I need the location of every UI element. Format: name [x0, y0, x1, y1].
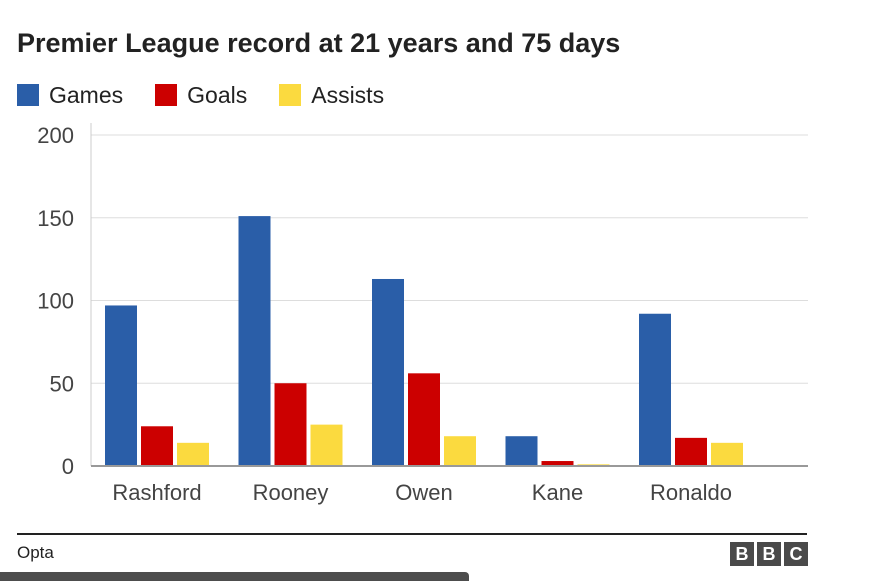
bar-goals	[675, 437, 707, 466]
legend-swatch-games	[17, 84, 39, 106]
y-tick-label: 50	[50, 371, 74, 396]
x-tick-label: Ronaldo	[650, 480, 732, 505]
y-tick-label: 150	[37, 206, 74, 231]
bar-assists	[444, 436, 476, 466]
bar-goals	[408, 373, 440, 466]
source-text: Opta	[17, 543, 54, 562]
bar-assists	[711, 442, 743, 466]
footer-divider	[17, 533, 807, 535]
bar-goals	[274, 383, 307, 466]
y-tick-label: 200	[37, 123, 74, 148]
legend-item-goals: Goals	[155, 82, 247, 109]
bbc-logo-letter: B	[757, 542, 781, 566]
x-tick-label: Kane	[532, 480, 583, 505]
x-tick-label: Rooney	[253, 480, 329, 505]
bar-games	[505, 436, 538, 466]
legend-label-games: Games	[49, 81, 124, 108]
legend-item-assists: Assists	[279, 82, 384, 109]
legend: Games Goals Assists	[17, 82, 416, 108]
bbc-logo-letter: B	[730, 542, 754, 566]
legend-swatch-goals	[155, 84, 178, 106]
legend-label-assists: Assists	[311, 81, 385, 108]
bar-games	[372, 278, 404, 466]
y-tick-label: 100	[37, 289, 74, 314]
x-tick-label: Rashford	[112, 480, 201, 505]
chart-title: Premier League record at 21 years and 75…	[17, 28, 621, 58]
legend-label-goals: Goals	[187, 81, 248, 108]
bar-games	[639, 313, 671, 466]
bar-games	[238, 216, 271, 466]
legend-swatch-assists	[279, 84, 302, 106]
bar-assists	[177, 442, 209, 466]
bbc-logo-letter: C	[784, 542, 808, 566]
bar-games	[105, 305, 137, 466]
bar-goals	[541, 461, 574, 466]
horizontal-scrollbar[interactable]	[0, 572, 469, 581]
bar-goals	[141, 426, 173, 466]
bar-assists	[310, 424, 343, 466]
legend-item-games: Games	[17, 82, 123, 109]
bbc-logo: B B C	[730, 542, 808, 566]
x-tick-label: Owen	[395, 480, 452, 505]
y-tick-label: 0	[62, 454, 74, 479]
